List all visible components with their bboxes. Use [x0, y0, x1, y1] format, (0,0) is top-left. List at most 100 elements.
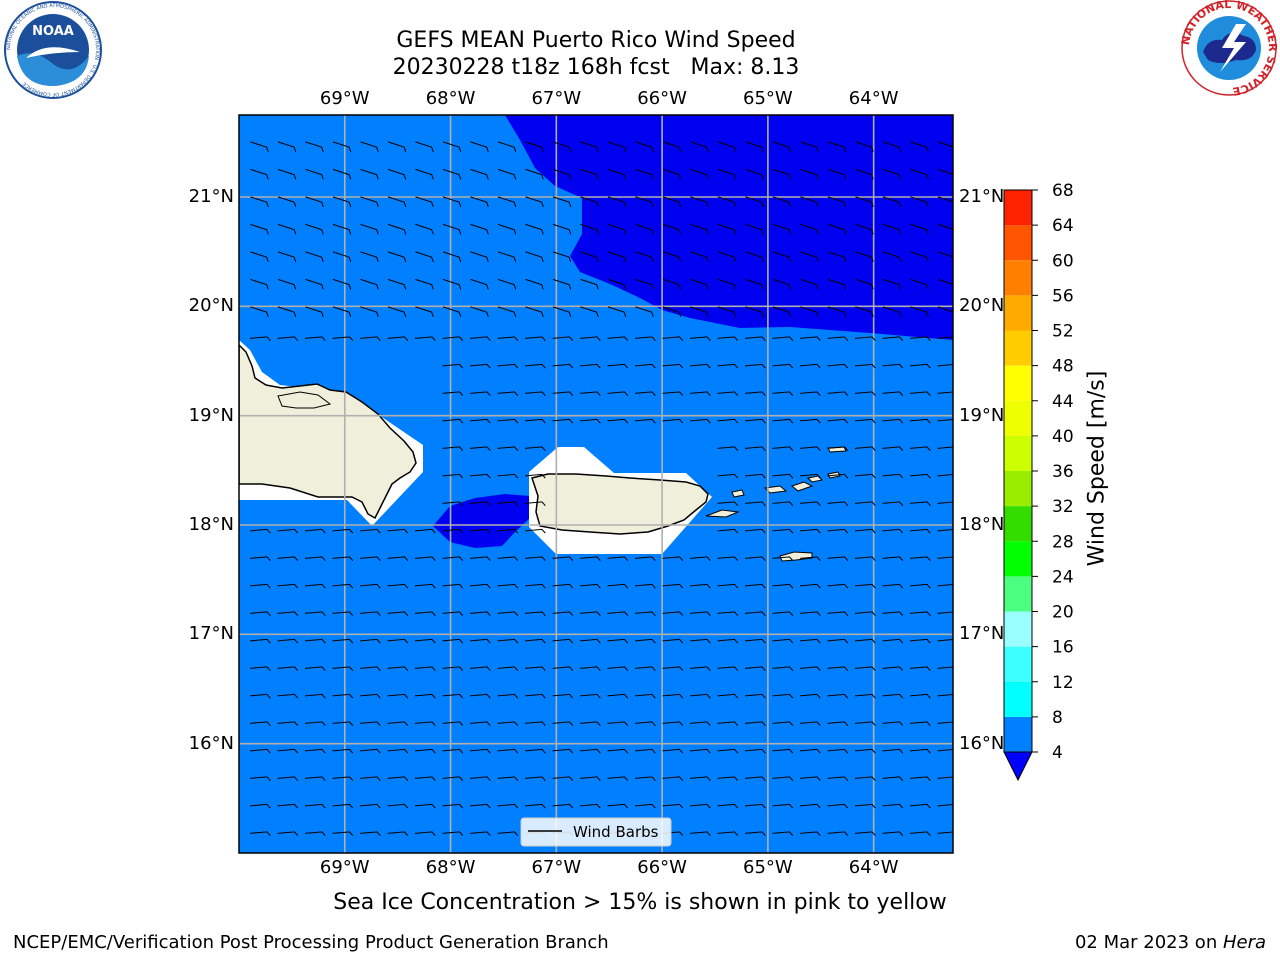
wind-barb — [772, 168, 792, 180]
wind-barb — [909, 721, 931, 726]
wind-barb — [854, 336, 876, 341]
wind-barb — [662, 278, 682, 290]
wind-barb — [332, 693, 354, 699]
wind-barb — [387, 528, 409, 534]
wind-barb — [854, 776, 876, 781]
wind-barb — [497, 168, 517, 180]
wind-barb — [882, 748, 904, 754]
wind-barb — [580, 168, 599, 180]
wind-barb — [524, 803, 546, 809]
wind-barb — [717, 196, 737, 208]
wind-barb — [442, 223, 462, 235]
wind-barb — [882, 776, 904, 781]
wind-barb — [689, 583, 711, 589]
wind-barb — [359, 556, 381, 561]
wind-barb — [855, 168, 874, 180]
wind-barb — [854, 556, 876, 561]
wind-barb — [634, 418, 656, 424]
wind-barb — [305, 223, 324, 235]
wind-barb — [579, 556, 601, 561]
wind-barb — [772, 196, 792, 208]
wind-barb — [800, 168, 819, 180]
wind-barb — [469, 831, 491, 836]
wind-barb — [552, 251, 572, 263]
wind-barb — [854, 831, 876, 836]
wind-barb — [497, 583, 519, 589]
wind-barb — [882, 418, 904, 424]
wind-barb — [799, 748, 821, 754]
colorbar-segment — [1004, 225, 1032, 261]
wind-barb — [607, 391, 629, 396]
wind-barb — [744, 501, 766, 506]
wind-barb — [635, 223, 654, 235]
wind-barb — [854, 666, 876, 671]
wind-barb — [855, 223, 874, 235]
wind-barb — [497, 278, 517, 290]
colorbar-tick-label: 64 — [1052, 216, 1074, 236]
wind-barb — [662, 748, 684, 754]
wind-barb — [470, 251, 489, 263]
wind-barb — [277, 776, 299, 781]
wind-barb — [799, 583, 821, 589]
wind-barb — [552, 141, 572, 153]
wind-barb — [910, 223, 929, 235]
colorbar-tick-label: 12 — [1052, 673, 1074, 693]
noaa-logo-text: NOAA — [32, 24, 74, 39]
colorbar-under-extension — [1003, 751, 1033, 782]
wind-barb — [882, 666, 904, 671]
wind-barb — [414, 803, 436, 809]
wind-barb — [580, 223, 599, 235]
chart-title-line1: GEFS MEAN Puerto Rico Wind Speed — [396, 28, 796, 53]
wind-barb — [305, 306, 324, 318]
wind-barb — [662, 141, 682, 153]
wind-barb — [470, 306, 489, 318]
wind-barb — [689, 831, 711, 836]
wind-barb — [497, 251, 517, 263]
wind-barb — [607, 721, 629, 726]
wind-barb — [387, 638, 409, 644]
wind-barb — [277, 528, 299, 534]
wind-barb — [882, 583, 904, 589]
wind-barb — [799, 638, 821, 644]
wind-barb — [827, 446, 849, 451]
map-legend: Wind Barbs — [520, 817, 672, 847]
wind-barb — [744, 638, 766, 644]
wind-barb — [910, 251, 929, 263]
wind-barb — [827, 306, 847, 318]
wind-barb — [497, 196, 517, 208]
wind-barb — [332, 583, 354, 589]
wind-barb — [717, 306, 737, 318]
wind-barb — [442, 693, 464, 699]
wind-barb — [304, 528, 326, 534]
wind-barb — [772, 776, 794, 781]
wind-barb — [717, 776, 739, 781]
wind-barb — [937, 611, 953, 616]
wind-barb — [359, 638, 381, 644]
wind-barb — [662, 638, 684, 644]
wind-barb — [552, 803, 574, 809]
lat-tick-label-right: 19°N — [959, 404, 1005, 426]
wind-barb — [332, 556, 354, 561]
wind-barb — [854, 748, 876, 754]
wind-barb — [277, 693, 299, 699]
wind-barb — [772, 528, 794, 534]
wind-barb — [772, 251, 792, 263]
wind-barb — [332, 196, 352, 208]
wind-barb — [250, 168, 269, 180]
wind-barb — [827, 418, 849, 424]
wind-barb — [909, 611, 931, 616]
wind-barb — [442, 501, 464, 506]
wind-barb — [552, 776, 574, 781]
wind-barb — [552, 391, 574, 396]
colorbar-segment — [1004, 190, 1032, 226]
wind-barb — [909, 446, 931, 451]
wind-barb — [442, 831, 464, 836]
wind-barb — [717, 363, 739, 369]
wind-barb — [827, 831, 849, 836]
wind-barb — [910, 168, 929, 180]
wind-barb — [277, 336, 299, 341]
wind-barb — [772, 141, 792, 153]
wind-barb — [937, 391, 953, 396]
wind-barb — [249, 748, 271, 754]
